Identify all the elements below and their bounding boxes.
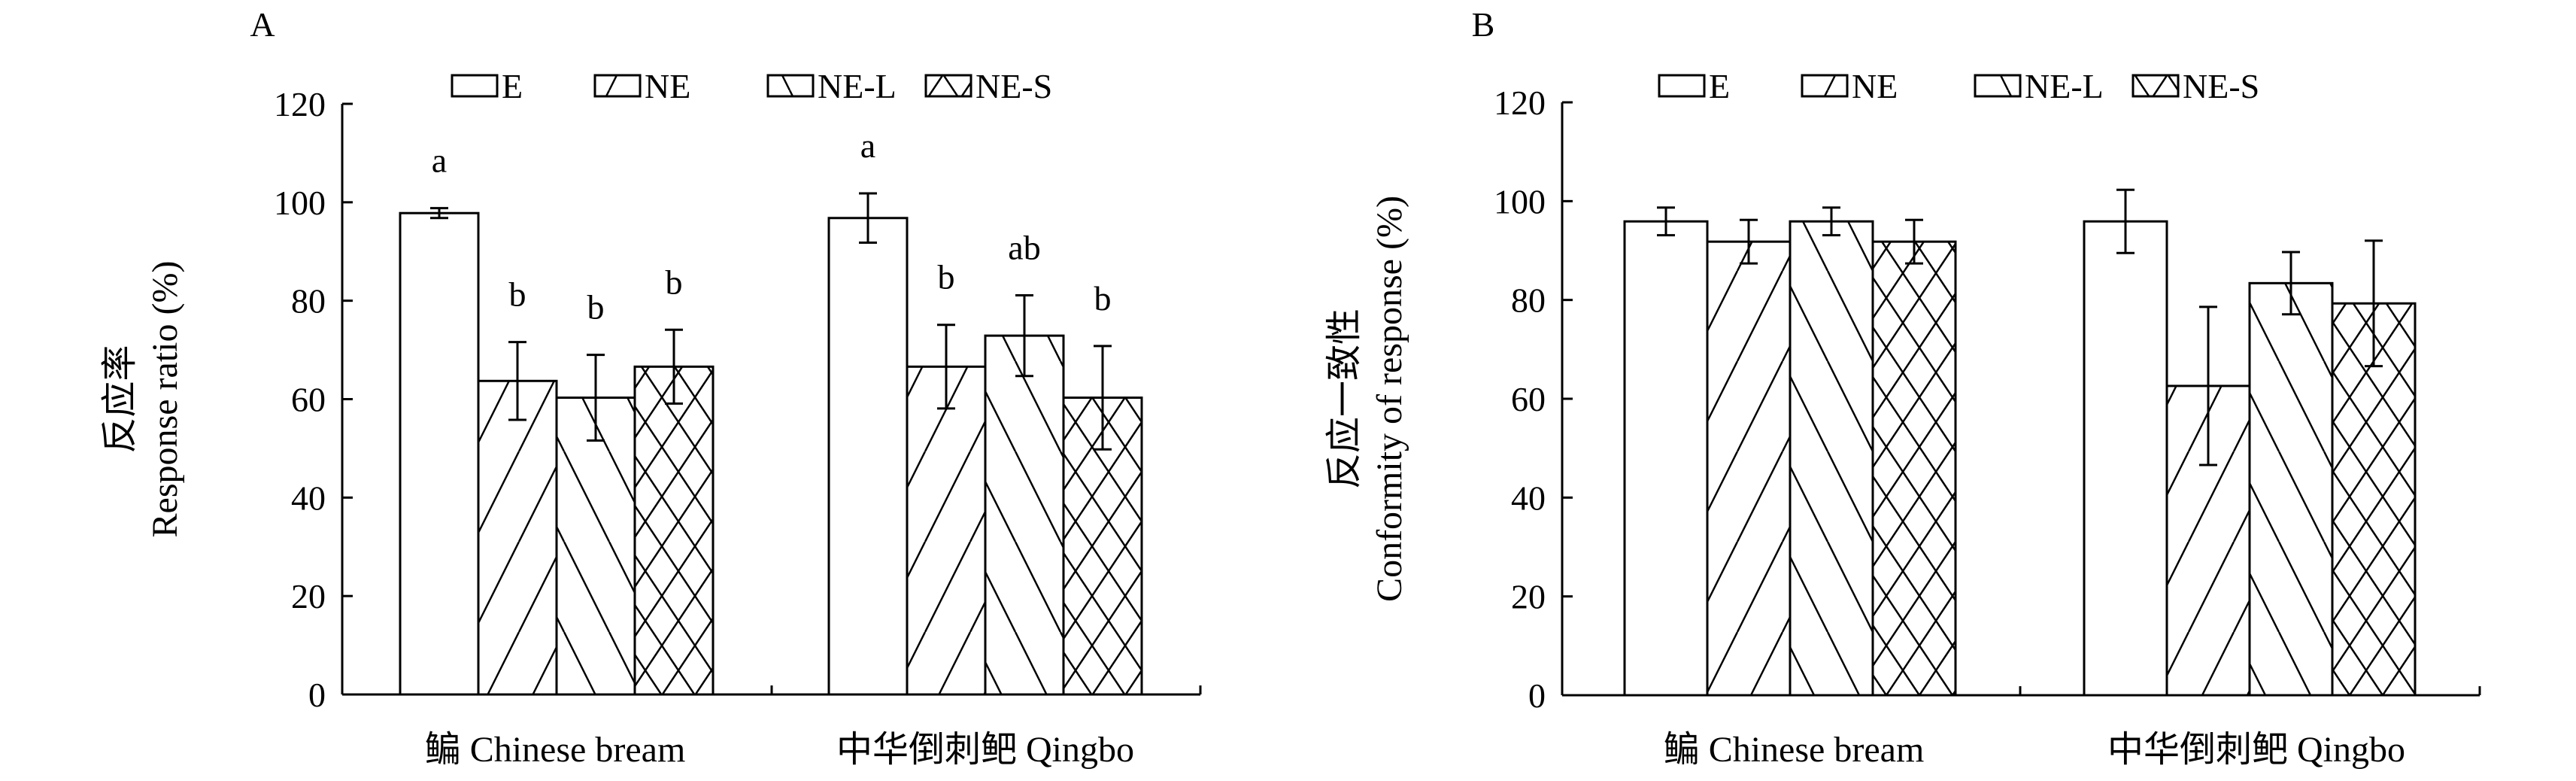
legend-swatch-NE: [1801, 74, 1849, 98]
panel-b-conformity: B 反应一致性 Conformity of response (%) 0 20 40 60 8…: [1324, 5, 2481, 770]
error-bar-NE-S-1: [2365, 239, 2383, 368]
significance-letter-NE-S-0: b: [666, 263, 683, 301]
bar-NE-S-1: [2331, 302, 2417, 697]
y-tick-label: 100: [274, 184, 326, 222]
error-bar-NE-S-1: [1094, 345, 1112, 451]
bar-NE-L-1: [984, 334, 1065, 696]
error-bar-NE-L-0: [587, 354, 605, 442]
bar-NE-0: [1706, 240, 1792, 697]
legend-label-NE: NE: [645, 67, 690, 105]
significance-letter-NE-L-1: ab: [1008, 228, 1040, 266]
significance-letter-NE-L-0: b: [587, 288, 605, 327]
error-bar-E-0: [1657, 206, 1675, 237]
legend-swatch-NE: [593, 74, 642, 98]
error-bar-NE-0: [1740, 218, 1758, 265]
y-tick-label: 60: [1511, 380, 1546, 418]
y-axis-label: 反应率 Response ratio (%): [100, 261, 185, 538]
legend-label-NE-L: NE-L: [2025, 67, 2104, 105]
legend-swatch-NE-L: [1974, 74, 2022, 98]
error-bar-E-1: [2116, 188, 2135, 254]
error-bar-NE-1: [937, 324, 955, 410]
error-bar-NE-1: [2199, 305, 2217, 466]
legend-label-NE: NE: [1852, 67, 1898, 105]
y-tick-label: 80: [1511, 281, 1546, 320]
bar-NE-S-1: [1062, 397, 1143, 696]
bar-NE-L-0: [555, 397, 636, 696]
error-bar-E-1: [859, 192, 877, 244]
bar-E-0: [1623, 220, 1709, 697]
x-category-label: 中华倒刺鲃 Qingbo: [836, 730, 1134, 770]
bar-E-0: [399, 211, 480, 696]
y-tick-label: 120: [274, 85, 326, 123]
significance-letter-E-1: a: [860, 126, 875, 165]
x-category-label: 中华倒刺鲃 Qingbo: [2107, 730, 2405, 770]
y-tick-label: 20: [291, 577, 326, 615]
y-axis-label-cn: 反应一致性: [1324, 308, 1364, 489]
bar-E-1: [827, 217, 909, 696]
error-bar-NE-L-1: [2282, 251, 2300, 316]
y-tick-label: 40: [291, 479, 326, 517]
y-tick-label: 80: [291, 282, 326, 321]
legend-swatch-NE-S: [2131, 74, 2180, 98]
bar-NE-L-1: [2248, 281, 2334, 697]
error-bar-NE-S-0: [665, 328, 683, 405]
bar-NE-S-0: [633, 365, 715, 696]
y-tick-label: 100: [1494, 182, 1546, 220]
x-category-label: 鳊 Chinese bream: [425, 730, 686, 770]
bar-NE-1: [906, 365, 987, 696]
bar-NE-L-0: [1789, 220, 1874, 697]
y-tick-label: 0: [308, 676, 326, 714]
bar-NE-S-0: [1871, 240, 1957, 697]
y-axis-label-en: Conformity of response (%): [1370, 196, 1409, 602]
legend-swatch-NE-S: [924, 74, 972, 98]
error-bar-NE-S-0: [1905, 218, 1923, 265]
panel-label: B: [1472, 5, 1495, 44]
legend-swatch-NE-L: [766, 74, 815, 98]
significance-letter-NE-0: b: [509, 275, 526, 314]
y-tick-label: 0: [1528, 676, 1546, 715]
legend-swatch-E: [1658, 74, 1706, 98]
legend-label-NE-S: NE-S: [975, 67, 1052, 105]
legend-label-NE-S: NE-S: [2183, 67, 2259, 105]
legend-swatch-E: [451, 74, 499, 98]
error-bar-NE-L-1: [1015, 293, 1033, 378]
bar-E-1: [2083, 220, 2168, 697]
error-bar-NE-0: [508, 341, 526, 421]
y-axis-label-en: Response ratio (%): [145, 261, 185, 538]
y-axis-label: 反应一致性 Conformity of response (%): [1324, 196, 1409, 602]
legend-label-E: E: [1709, 67, 1730, 105]
y-axis-label-cn: 反应率: [100, 345, 140, 453]
legend-label-NE-L: NE-L: [818, 67, 897, 105]
significance-letter-NE-1: b: [938, 258, 955, 296]
legend-label-E: E: [502, 67, 523, 105]
y-tick-label: 60: [291, 381, 326, 419]
bar-NE-0: [477, 379, 558, 696]
significance-letter-NE-S-1: b: [1094, 279, 1112, 318]
panel-label: A: [250, 5, 275, 44]
error-bar-NE-L-0: [1822, 206, 1840, 237]
significance-letter-E-0: a: [432, 141, 447, 180]
y-tick-label: 20: [1511, 578, 1546, 616]
y-tick-label: 40: [1511, 479, 1546, 517]
y-tick-label: 120: [1494, 84, 1546, 122]
x-category-label: 鳊 Chinese bream: [1664, 730, 1925, 770]
error-bar-E-0: [430, 207, 448, 220]
